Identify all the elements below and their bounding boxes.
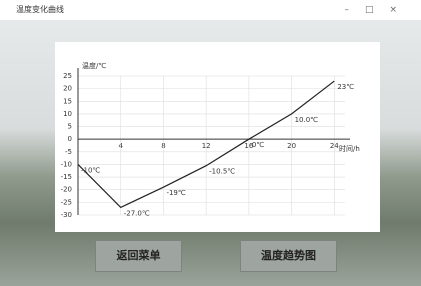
- y-tick-label: 5: [68, 123, 72, 131]
- y-tick-label: -30: [61, 211, 72, 219]
- y-tick-label: 0: [68, 135, 72, 143]
- value-label: -27.0℃: [124, 209, 150, 217]
- y-tick-label: 25: [63, 72, 72, 80]
- value-label: -19℃: [166, 189, 185, 197]
- y-tick-label: 10: [63, 110, 72, 118]
- value-label: -10.5℃: [209, 168, 235, 176]
- x-axis-label: 时间/h: [339, 144, 360, 153]
- chart-panel: [55, 42, 380, 232]
- y-tick-label: -10: [61, 160, 72, 168]
- y-tick-label: -25: [61, 198, 72, 206]
- value-label: -10℃: [81, 166, 100, 174]
- y-tick-label: -20: [61, 186, 72, 194]
- y-axis-label: 温度/℃: [82, 61, 106, 70]
- chart: 2520151050-5-10-15-20-25-304812162024温度/…: [0, 0, 421, 286]
- value-label: 10.0℃: [295, 116, 319, 124]
- window: 温度变化曲线–□× 返回菜单 温度趋势图 2520151050-5-10-15-…: [0, 0, 421, 286]
- y-tick-label: -5: [65, 148, 72, 156]
- value-label: 0℃: [252, 141, 264, 149]
- y-tick-label: -15: [61, 173, 72, 181]
- value-label: 23℃: [337, 83, 354, 91]
- y-tick-label: 15: [63, 97, 72, 105]
- y-tick-label: 20: [63, 85, 72, 93]
